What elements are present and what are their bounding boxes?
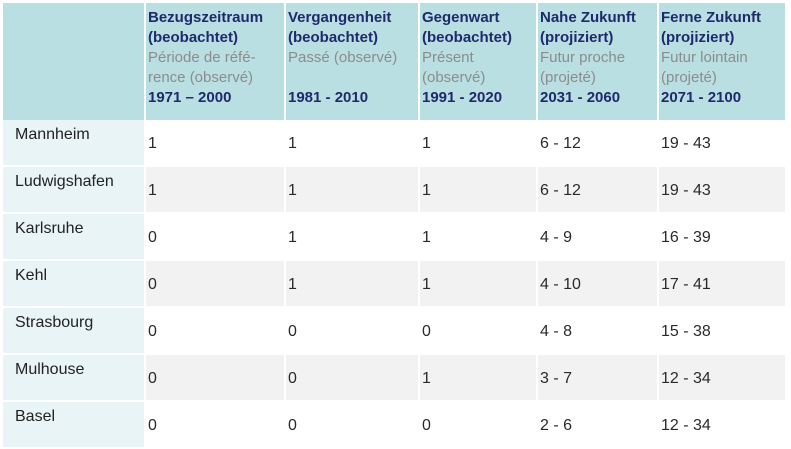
city-name: Mulhouse: [3, 354, 146, 402]
table-cell: 0: [285, 354, 420, 402]
header-fr-block: Période de réfé- rence (observé): [148, 48, 282, 88]
header-de-title: Vergangenheit: [288, 9, 392, 26]
table-row: Kehl 0 1 1 4 - 10 17 - 41: [3, 260, 785, 308]
table-cell: 0: [285, 307, 420, 355]
city-name: Mannheim: [3, 120, 146, 167]
header-col-reference: Bezugszeitraum (beobachtet) Période de r…: [145, 3, 286, 120]
header-fr-line1: Passé (observé): [288, 49, 398, 66]
table-cell: 16 - 39: [658, 213, 785, 261]
header-col-far-future: Ferne Zukunft (projiziert) Futur lointai…: [658, 3, 785, 120]
header-period: 1981 - 2010: [288, 89, 369, 106]
header-period: 1971 – 2000: [148, 89, 232, 106]
header-de-subtitle: (beobachtet): [148, 29, 238, 46]
city-name: Ludwigshafen: [3, 166, 146, 214]
table-cell: 0: [145, 354, 286, 402]
header-fr-line1: Présent: [422, 49, 474, 66]
header-col-past: Vergangenheit (beobachtet) Passé (observ…: [285, 3, 420, 120]
header-fr-line1: Futur lointain: [661, 49, 748, 66]
header-fr-block: Futur proche (projeté): [540, 48, 655, 88]
table-row: Strasbourg 0 0 0 4 - 8 15 - 38: [3, 307, 785, 355]
table-cell: 0: [145, 307, 286, 355]
table-body: Mannheim 1 1 1 6 - 12 19 - 43 Ludwigshaf…: [3, 120, 785, 449]
table-cell: 4 - 8: [537, 307, 659, 355]
header-fr-block: Passé (observé): [288, 48, 416, 88]
header-period: 2071 - 2100: [661, 89, 742, 106]
table-row: Mannheim 1 1 1 6 - 12 19 - 43: [3, 120, 785, 167]
table-cell: 3 - 7: [537, 354, 659, 402]
climate-table: Bezugszeitraum (beobachtet) Période de r…: [3, 3, 785, 449]
table-row: Karlsruhe 0 1 1 4 - 9 16 - 39: [3, 213, 785, 261]
header-col-present: Gegenwart (beobachtet) Présent (observé)…: [419, 3, 538, 120]
header-de-title: Gegenwart: [422, 9, 500, 26]
table-cell: 0: [145, 260, 286, 308]
table-cell: 0: [419, 307, 538, 355]
table-cell: 12 - 34: [658, 354, 785, 402]
table-cell: 1: [145, 120, 286, 167]
header-de-title: Ferne Zukunft: [661, 9, 761, 26]
table-cell: 2 - 6: [537, 401, 659, 449]
header-period: 1991 - 2020: [422, 89, 503, 106]
header-de-title: Nahe Zukunft: [540, 9, 636, 26]
table-cell: 1: [145, 166, 286, 214]
header-fr-line1: Futur proche: [540, 49, 626, 66]
table-cell: 15 - 38: [658, 307, 785, 355]
table-cell: 0: [285, 401, 420, 449]
table-cell: 4 - 9: [537, 213, 659, 261]
header-col-near-future: Nahe Zukunft (projiziert) Futur proche (…: [537, 3, 659, 120]
table-cell: 0: [145, 401, 286, 449]
header-fr-line2: (observé): [422, 69, 486, 86]
table-cell: 1: [419, 213, 538, 261]
header-fr-line2: rence (observé): [148, 69, 254, 86]
header-de-subtitle: (beobachtet): [288, 29, 378, 46]
header-de-subtitle: (beobachtet): [422, 29, 512, 46]
table-cell: 12 - 34: [658, 401, 785, 449]
header-fr-line2: (projeté): [661, 69, 717, 86]
table-row: Mulhouse 0 0 1 3 - 7 12 - 34: [3, 354, 785, 402]
header-fr-block: Futur lointain (projeté): [661, 48, 783, 88]
table-cell: 0: [145, 213, 286, 261]
table-cell: 1: [419, 260, 538, 308]
table-cell: 19 - 43: [658, 166, 785, 214]
table-cell: 6 - 12: [537, 166, 659, 214]
table-cell: 1: [419, 120, 538, 167]
table-cell: 1: [419, 354, 538, 402]
table-cell: 1: [285, 213, 420, 261]
table-cell: 17 - 41: [658, 260, 785, 308]
table-cell: 1: [419, 166, 538, 214]
table-cell: 19 - 43: [658, 120, 785, 167]
table-cell: 1: [285, 120, 420, 167]
city-name: Basel: [3, 401, 146, 449]
header-fr-line2: (projeté): [540, 69, 596, 86]
table-row: Basel 0 0 0 2 - 6 12 - 34: [3, 401, 785, 449]
header-fr-line1: Période de réfé-: [148, 49, 256, 66]
header-period: 2031 - 2060: [540, 89, 621, 106]
header-de-subtitle: (projiziert): [540, 29, 614, 46]
header-corner: [3, 3, 146, 120]
table-cell: 4 - 10: [537, 260, 659, 308]
table-header: Bezugszeitraum (beobachtet) Période de r…: [3, 3, 785, 120]
header-fr-block: Présent (observé): [422, 48, 534, 88]
table-cell: 1: [285, 166, 420, 214]
city-name: Karlsruhe: [3, 213, 146, 261]
table-cell: 1: [285, 260, 420, 308]
header-de-title: Bezugszeitraum: [148, 9, 264, 26]
city-name: Kehl: [3, 260, 146, 308]
city-name: Strasbourg: [3, 307, 146, 355]
header-row: Bezugszeitraum (beobachtet) Période de r…: [3, 3, 785, 120]
table-cell: 6 - 12: [537, 120, 659, 167]
table-cell: 0: [419, 401, 538, 449]
header-de-subtitle: (projiziert): [661, 29, 735, 46]
table-row: Ludwigshafen 1 1 1 6 - 12 19 - 43: [3, 166, 785, 214]
